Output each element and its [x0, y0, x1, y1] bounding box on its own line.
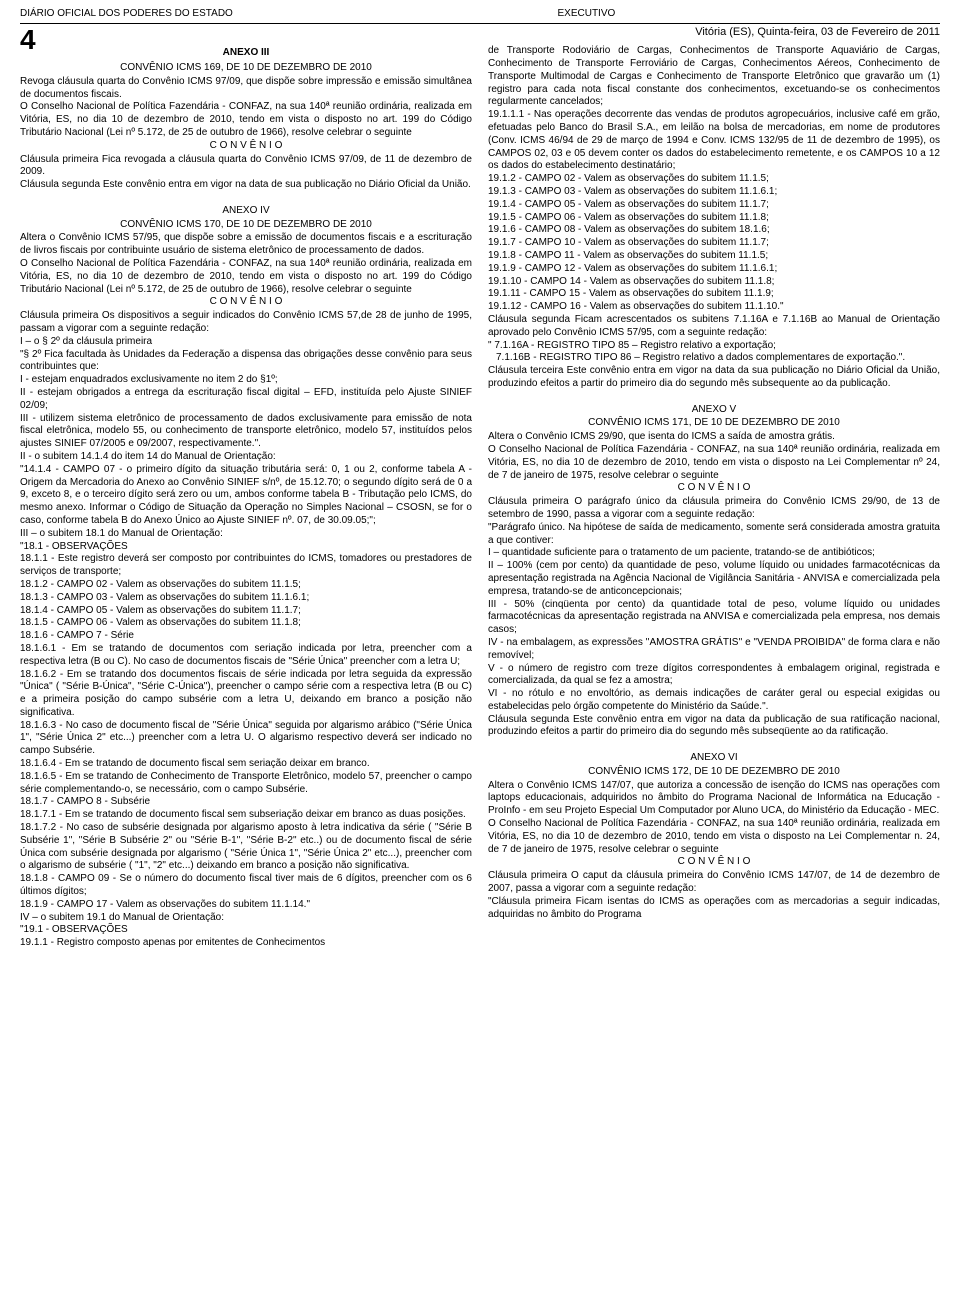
- paragraph: I - estejam enquadrados exclusivamente n…: [20, 374, 472, 387]
- paragraph: Altera o Convênio ICMS 57/95, que dispõe…: [20, 232, 472, 258]
- paragraph: 19.1.6 - CAMPO 08 - Valem as observações…: [488, 224, 940, 237]
- paragraph: O Conselho Nacional de Política Fazendár…: [488, 444, 940, 482]
- paragraph: 19.1.5 - CAMPO 06 - Valem as observações…: [488, 212, 940, 225]
- paragraph: 18.1.3 - CAMPO 03 - Valem as observações…: [20, 592, 472, 605]
- paragraph: 19.1.12 - CAMPO 16 - Valem as observaçõe…: [488, 301, 940, 314]
- anexo-subtitle: CONVÊNIO ICMS 170, DE 10 DE DEZEMBRO DE …: [20, 219, 472, 232]
- anexo-title: ANEXO III: [20, 47, 472, 60]
- paragraph: 18.1.8 - CAMPO 09 - Se o número do docum…: [20, 873, 472, 899]
- paragraph: Revoga cláusula quarta do Convênio ICMS …: [20, 76, 472, 102]
- anexo-title: ANEXO VI: [488, 752, 940, 765]
- paragraph: "§ 2º Fica facultada às Unidades da Fede…: [20, 349, 472, 375]
- convenio-label: C O N V Ê N I O: [20, 140, 472, 153]
- paragraph: "19.1 - OBSERVAÇÕES: [20, 924, 472, 937]
- paragraph: 18.1.6.5 - Em se tratando de Conheciment…: [20, 771, 472, 797]
- paragraph: O Conselho Nacional de Política Fazendár…: [20, 101, 472, 139]
- paragraph: Cláusula primeira Os dispositivos a segu…: [20, 310, 472, 336]
- paragraph: "Cláusula primeira Ficam isentas do ICMS…: [488, 896, 940, 922]
- paragraph: 18.1.4 - CAMPO 05 - Valem as observações…: [20, 605, 472, 618]
- paragraph: 18.1.6.3 - No caso de documento fiscal d…: [20, 720, 472, 758]
- paragraph: O Conselho Nacional de Política Fazendár…: [488, 818, 940, 856]
- anexo-subtitle: CONVÊNIO ICMS 172, DE 10 DE DEZEMBRO DE …: [488, 766, 940, 779]
- paragraph: 19.1.11 - CAMPO 15 - Valem as observaçõe…: [488, 288, 940, 301]
- header-date: Vitória (ES), Quinta-feira, 03 de Fevere…: [20, 26, 940, 40]
- anexo-subtitle: CONVÊNIO ICMS 171, DE 10 DE DEZEMBRO DE …: [488, 417, 940, 430]
- paragraph: Cláusula terceira Este convênio entra em…: [488, 365, 940, 391]
- paragraph: 18.1.5 - CAMPO 06 - Valem as observações…: [20, 617, 472, 630]
- paragraph: VI - no rótulo e no envoltório, as demai…: [488, 688, 940, 714]
- paragraph: 18.1.6.1 - Em se tratando de documentos …: [20, 643, 472, 669]
- paragraph: Cláusula segunda Este convênio entra em …: [488, 714, 940, 740]
- paragraph: Cláusula primeira O parágrafo único da c…: [488, 496, 940, 522]
- anexo-title: ANEXO IV: [20, 205, 472, 218]
- paragraph: 19.1.1 - Registro composto apenas por em…: [20, 937, 472, 950]
- convenio-label: C O N V Ê N I O: [20, 296, 472, 309]
- paragraph: IV - na embalagem, as expressões ''AMOST…: [488, 637, 940, 663]
- paragraph: 7.1.16B - REGISTRO TIPO 86 – Registro re…: [488, 352, 940, 365]
- paragraph: 18.1.6.2 - Em se tratando dos documentos…: [20, 669, 472, 720]
- paragraph: IV – o subitem 19.1 do Manual de Orienta…: [20, 912, 472, 925]
- paragraph: Cláusula segunda Este convênio entra em …: [20, 179, 472, 192]
- paragraph: 18.1.7.2 - No caso de subsérie designada…: [20, 822, 472, 873]
- paragraph: Cláusula segunda Ficam acrescentados os …: [488, 314, 940, 340]
- convenio-label: C O N V Ê N I O: [488, 482, 940, 495]
- paragraph: O Conselho Nacional de Política Fazendár…: [20, 258, 472, 296]
- paragraph: 19.1.8 - CAMPO 11 - Valem as observações…: [488, 250, 940, 263]
- paragraph: Altera o Convênio ICMS 29/90, que isenta…: [488, 431, 940, 444]
- anexo-subtitle: CONVÊNIO ICMS 169, DE 10 DE DEZEMBRO DE …: [20, 62, 472, 75]
- anexo-title: ANEXO V: [488, 404, 940, 417]
- header-left: DIÁRIO OFICIAL DOS PODERES DO ESTADO: [20, 8, 233, 21]
- header-center: EXECUTIVO: [558, 8, 616, 21]
- paragraph: 19.1.3 - CAMPO 03 - Valem as observações…: [488, 186, 940, 199]
- paragraph: 19.1.7 - CAMPO 10 - Valem as observações…: [488, 237, 940, 250]
- paragraph: " 7.1.16A - REGISTRO TIPO 85 – Registro …: [488, 340, 940, 353]
- paragraph: II - estejam obrigados a entrega da escr…: [20, 387, 472, 413]
- paragraph: II - o subitem 14.1.4 do item 14 do Manu…: [20, 451, 472, 464]
- paragraph: 19.1.4 - CAMPO 05 - Valem as observações…: [488, 199, 940, 212]
- paragraph: III - 50% (cinqüenta por cento) da quant…: [488, 599, 940, 637]
- paragraph: Cláusula primeira Fica revogada a cláusu…: [20, 154, 472, 180]
- paragraph: III - utilizem sistema eletrônico de pro…: [20, 413, 472, 451]
- paragraph: 18.1.6 - CAMPO 7 - Série: [20, 630, 472, 643]
- paragraph: Altera o Convênio ICMS 147/07, que autor…: [488, 780, 940, 818]
- page-header: DIÁRIO OFICIAL DOS PODERES DO ESTADO EXE…: [20, 8, 940, 24]
- paragraph: 19.1.10 - CAMPO 14 - Valem as observaçõe…: [488, 276, 940, 289]
- paragraph: 19.1.2 - CAMPO 02 - Valem as observações…: [488, 173, 940, 186]
- paragraph: 18.1.7.1 - Em se tratando de documento f…: [20, 809, 472, 822]
- paragraph: 18.1.9 - CAMPO 17 - Valem as observações…: [20, 899, 472, 912]
- paragraph: 18.1.1 - Este registro deverá ser compos…: [20, 553, 472, 579]
- paragraph: 19.1.1.1 - Nas operações decorrente das …: [488, 109, 940, 173]
- paragraph: 18.1.2 - CAMPO 02 - Valem as observações…: [20, 579, 472, 592]
- paragraph: I – quantidade suficiente para o tratame…: [488, 547, 940, 560]
- paragraph: "14.1.4 - CAMPO 07 - o primeiro dígito d…: [20, 464, 472, 528]
- paragraph: Cláusula primeira O caput da cláusula pr…: [488, 870, 940, 896]
- left-column: ANEXO III CONVÊNIO ICMS 169, DE 10 DE DE…: [20, 45, 472, 950]
- paragraph: "Parágrafo único. Na hipótese de saída d…: [488, 522, 940, 548]
- paragraph: 18.1.6.4 - Em se tratando de documento f…: [20, 758, 472, 771]
- paragraph: "18.1 - OBSERVAÇÕES: [20, 541, 472, 554]
- right-column: de Transporte Rodoviário de Cargas, Conh…: [488, 45, 940, 950]
- paragraph: II – 100% (cem por cento) da quantidade …: [488, 560, 940, 598]
- paragraph: I – o § 2º da cláusula primeira: [20, 336, 472, 349]
- paragraph: III – o subitem 18.1 do Manual de Orient…: [20, 528, 472, 541]
- paragraph: 19.1.9 - CAMPO 12 - Valem as observações…: [488, 263, 940, 276]
- paragraph: 18.1.7 - CAMPO 8 - Subsérie: [20, 796, 472, 809]
- paragraph: V - o número de registro com treze dígit…: [488, 663, 940, 689]
- convenio-label: C O N V Ê N I O: [488, 856, 940, 869]
- paragraph: de Transporte Rodoviário de Cargas, Conh…: [488, 45, 940, 109]
